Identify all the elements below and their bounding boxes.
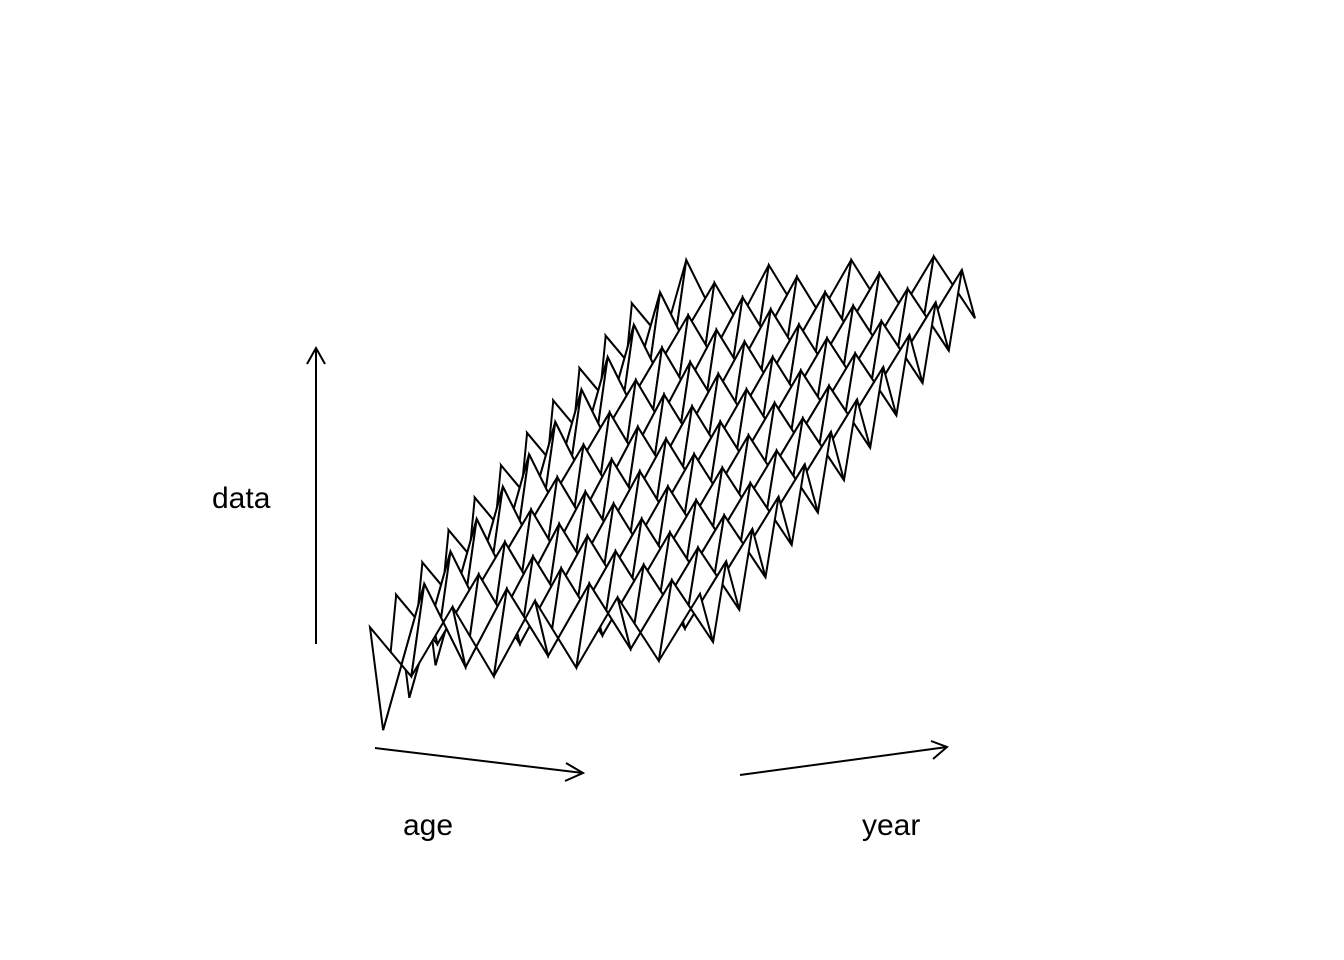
- age-axis-arrow: [374, 747, 584, 774]
- data-axis-label: data: [212, 482, 271, 515]
- age-axis-arrowhead: [564, 762, 586, 782]
- surface-facet: [657, 577, 715, 662]
- age-axis-label: age: [403, 809, 453, 842]
- surface-mesh: [368, 253, 976, 731]
- year-axis-arrowhead: [930, 740, 949, 760]
- year-axis-arrow: [739, 746, 948, 776]
- data-axis-arrowhead: [306, 345, 326, 365]
- year-axis-label: year: [862, 809, 920, 842]
